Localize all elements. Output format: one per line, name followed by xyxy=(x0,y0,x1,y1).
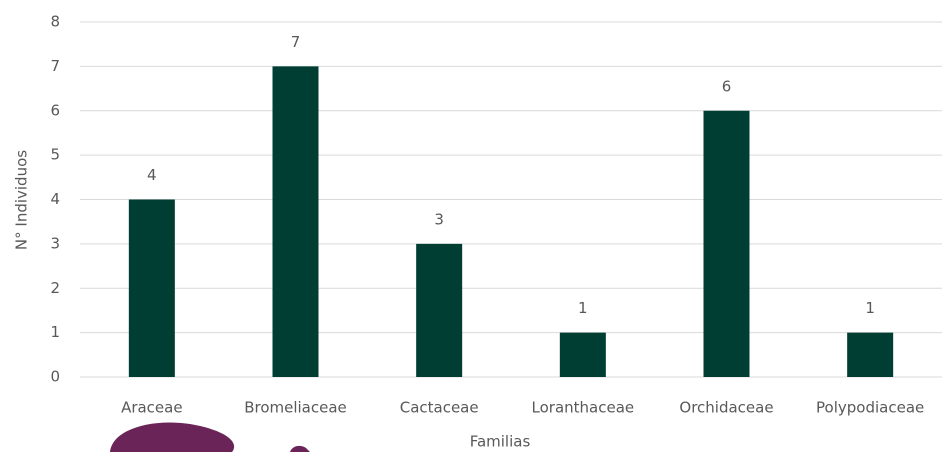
bar xyxy=(703,110,750,377)
y-tick-label: 8 xyxy=(50,13,60,31)
y-tick-label: 0 xyxy=(50,368,60,386)
x-tick-label: Loranthaceae xyxy=(532,399,635,417)
x-axis-label: Familias xyxy=(470,433,531,451)
y-tick-label: 4 xyxy=(50,190,60,208)
y-tick-label: 7 xyxy=(50,57,60,75)
y-tick-label: 1 xyxy=(50,323,60,341)
y-tick-label: 5 xyxy=(50,146,60,164)
x-tick-label: Cactaceae xyxy=(400,399,479,417)
x-tick-label: Bromeliaceae xyxy=(244,399,347,417)
y-tick-label: 6 xyxy=(50,101,60,119)
y-tick-label: 3 xyxy=(50,234,60,252)
y-tick-label: 2 xyxy=(50,279,60,297)
x-tick-label: Araceae xyxy=(121,399,183,417)
decoration xyxy=(110,422,235,452)
y-axis-label: N° Individuos xyxy=(13,150,31,250)
bar xyxy=(416,243,463,377)
bar xyxy=(559,332,606,377)
x-tick-label: Orchidaceae xyxy=(679,399,773,417)
decoration xyxy=(290,445,310,452)
value-label: 6 xyxy=(722,77,732,95)
value-label: 1 xyxy=(865,299,875,317)
bar xyxy=(272,66,319,377)
value-label: 7 xyxy=(291,33,301,51)
value-label: 3 xyxy=(434,210,444,228)
value-label: 4 xyxy=(147,166,157,184)
bar xyxy=(128,199,175,377)
x-tick-label: Polypodiaceae xyxy=(816,399,924,417)
bar xyxy=(847,332,894,377)
value-label: 1 xyxy=(578,299,588,317)
